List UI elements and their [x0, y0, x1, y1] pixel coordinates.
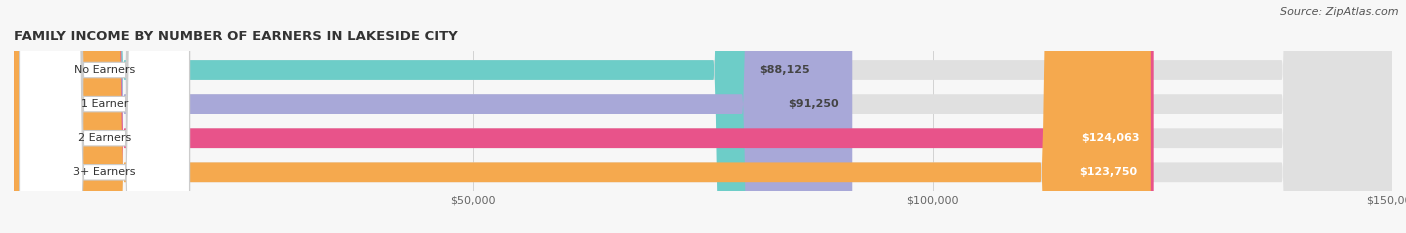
Text: No Earners: No Earners — [75, 65, 135, 75]
Text: FAMILY INCOME BY NUMBER OF EARNERS IN LAKESIDE CITY: FAMILY INCOME BY NUMBER OF EARNERS IN LA… — [14, 30, 458, 43]
Text: 3+ Earners: 3+ Earners — [73, 167, 136, 177]
Text: $124,063: $124,063 — [1081, 133, 1140, 143]
FancyBboxPatch shape — [14, 0, 1154, 233]
Text: Source: ZipAtlas.com: Source: ZipAtlas.com — [1281, 7, 1399, 17]
FancyBboxPatch shape — [14, 0, 1150, 233]
FancyBboxPatch shape — [14, 0, 1392, 233]
FancyBboxPatch shape — [20, 0, 190, 233]
FancyBboxPatch shape — [14, 0, 852, 233]
FancyBboxPatch shape — [14, 0, 824, 233]
Text: $88,125: $88,125 — [759, 65, 810, 75]
Text: $91,250: $91,250 — [787, 99, 838, 109]
Text: 1 Earner: 1 Earner — [82, 99, 128, 109]
FancyBboxPatch shape — [20, 0, 190, 233]
Text: $123,750: $123,750 — [1078, 167, 1137, 177]
FancyBboxPatch shape — [20, 0, 190, 233]
FancyBboxPatch shape — [14, 0, 1392, 233]
Text: 2 Earners: 2 Earners — [77, 133, 131, 143]
FancyBboxPatch shape — [14, 0, 1392, 233]
FancyBboxPatch shape — [14, 0, 1392, 233]
FancyBboxPatch shape — [20, 0, 190, 233]
